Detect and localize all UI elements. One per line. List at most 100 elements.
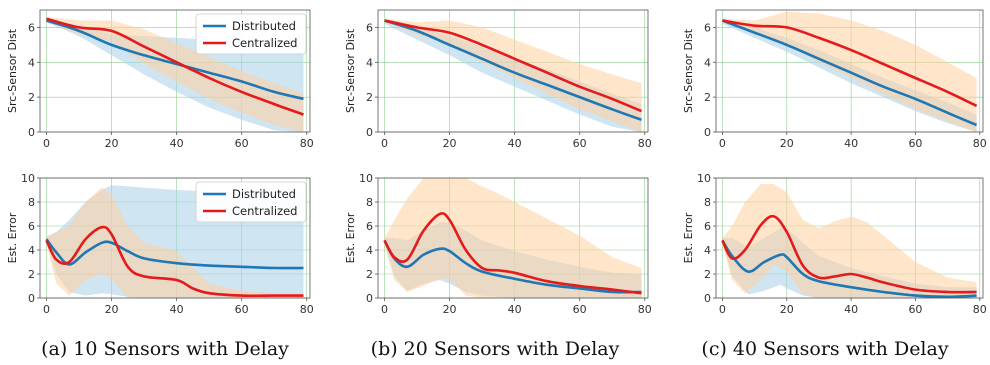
x-tick-label: 80 [638,303,652,316]
caption-a: (a) 10 Sensors with Delay [41,338,289,360]
y-tick-label: 10 [21,172,35,185]
legend: Distributed Centralized [195,13,307,55]
y-tick-label: 2 [366,268,373,281]
chart-panel-c-top: 0 20 40 60 80 0 2 4 6 Src-Sensor Dist [682,9,987,150]
legend-label-centralized: Centralized [232,204,297,218]
y-tick-label: 4 [28,56,35,69]
y-tick-label: 2 [28,268,35,281]
y-tick-label: 2 [28,91,35,104]
y-tick-label: 8 [366,196,373,209]
x-tick-label: 0 [719,137,726,150]
x-tick-label: 0 [719,303,726,316]
y-tick-label: 10 [697,172,711,185]
y-tick-label: 0 [366,126,373,139]
x-tick-label: 0 [381,303,388,316]
band-centralized [384,178,642,298]
x-tick-label: 40 [170,303,184,316]
x-tick-label: 40 [844,303,858,316]
axes-frame [39,9,311,133]
y-axis-label: Est. Error [682,212,695,263]
x-tick-label: 60 [235,303,249,316]
x-tick-label: 20 [443,303,457,316]
line-distributed [721,239,977,298]
line-centralized [46,17,304,116]
x-tick-label: 40 [508,303,522,316]
axes-frame [715,177,984,299]
y-tick-label: 0 [704,126,711,139]
legend: Distributed Centralized [195,181,307,223]
y-tick-label: 6 [366,220,373,233]
axes-frame [377,9,649,133]
x-tick-label: 80 [973,303,987,316]
y-axis-label: Est. Error [344,212,357,263]
line-distributed [721,19,978,127]
y-tick-label: 0 [366,292,373,305]
x-tick-label: 40 [844,137,858,150]
line-distributed [46,19,304,101]
line-distributed [383,239,642,294]
y-tick-label: 10 [359,172,373,185]
x-tick-label: 40 [170,137,184,150]
x-tick-label: 80 [300,303,314,316]
line-centralized [45,225,304,298]
y-axis-label: Src-Sensor Dist [682,28,695,113]
y-tick-label: 2 [704,268,711,281]
chart-panel-b-top: 0 20 40 60 80 0 2 4 6 Src-Sensor Dist [344,9,652,150]
y-axis-label: Src-Sensor Dist [6,28,19,113]
chart-panel-a-bottom: 0 20 40 60 80 0 2 4 6 8 10 Est. Error Distributed Cen… [6,172,314,316]
x-tick-label: 80 [300,137,314,150]
chart-panel-a-top: 0 20 40 60 80 0 2 4 6 Src-Sensor Dist Distributed C… [6,9,314,150]
y-axis-label: Est. Error [6,212,19,263]
legend-label-distributed: Distributed [232,187,296,201]
x-tick-label: 20 [780,303,794,316]
x-tick-label: 60 [235,137,249,150]
x-tick-label: 20 [443,137,457,150]
y-tick-label: 6 [704,21,711,34]
legend-label-distributed: Distributed [232,19,296,33]
band-centralized [46,187,304,298]
y-tick-label: 6 [28,21,35,34]
y-tick-label: 2 [704,91,711,104]
chart-panel-b-bottom: 0 20 40 60 80 0 2 4 6 8 10 Est. Error [344,172,652,316]
x-tick-label: 60 [573,303,587,316]
y-tick-label: 4 [704,244,711,257]
axes-frame [715,9,984,133]
y-tick-label: 4 [366,244,373,257]
line-centralized [721,214,977,294]
x-tick-label: 80 [973,137,987,150]
x-tick-label: 0 [381,137,388,150]
y-tick-label: 6 [366,21,373,34]
y-tick-label: 2 [366,91,373,104]
chart-panel-c-bottom: 0 20 40 60 80 0 2 4 6 8 10 Est. Error [682,172,987,316]
x-tick-label: 60 [908,303,922,316]
x-tick-label: 20 [105,303,119,316]
x-tick-label: 60 [908,137,922,150]
y-tick-label: 4 [704,56,711,69]
line-centralized [722,19,978,108]
x-tick-label: 20 [105,137,119,150]
y-tick-label: 8 [704,196,711,209]
band-centralized [722,184,977,298]
y-tick-label: 0 [28,292,35,305]
y-tick-label: 0 [28,126,35,139]
y-tick-label: 4 [28,244,35,257]
band-centralized [384,18,642,132]
x-tick-label: 0 [43,303,50,316]
y-tick-label: 0 [704,292,711,305]
y-tick-label: 6 [28,220,35,233]
line-centralized [384,19,642,113]
line-distributed [384,19,642,122]
y-tick-label: 8 [28,196,35,209]
caption-b: (b) 20 Sensors with Delay [370,338,620,360]
x-tick-label: 80 [638,137,652,150]
x-tick-label: 40 [508,137,522,150]
caption-c: (c) 40 Sensors with Delay [701,338,949,360]
line-distributed [45,238,304,270]
x-tick-label: 20 [780,137,794,150]
legend-label-centralized: Centralized [232,36,297,50]
y-tick-label: 6 [704,220,711,233]
axes-frame [39,177,311,299]
x-tick-label: 0 [43,137,50,150]
y-tick-label: 4 [366,56,373,69]
line-centralized [383,212,642,295]
